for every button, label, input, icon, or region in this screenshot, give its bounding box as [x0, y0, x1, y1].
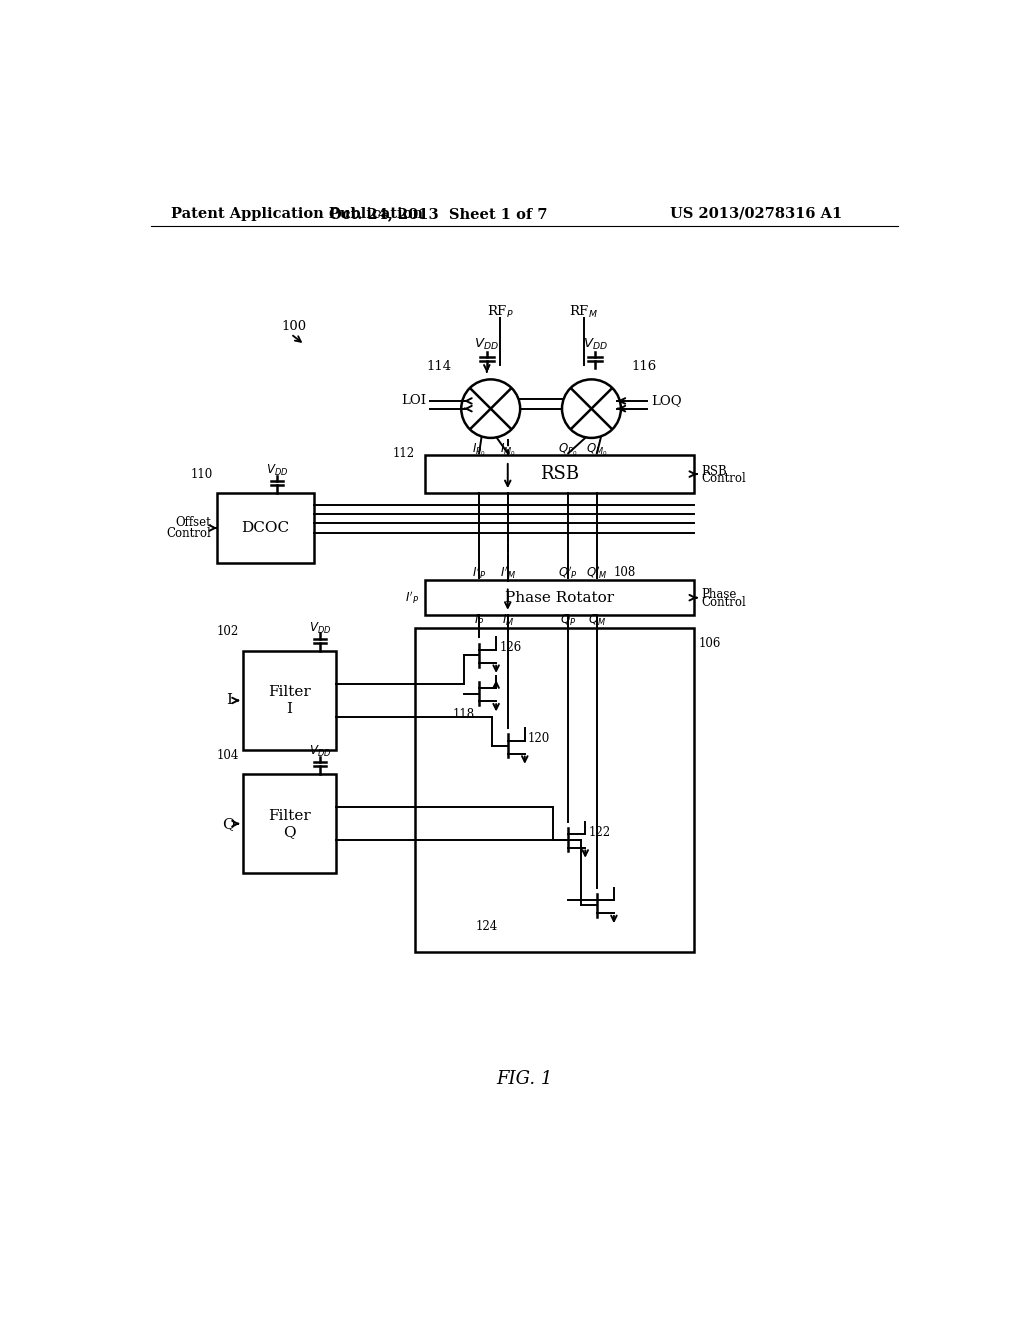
- Text: 114: 114: [427, 360, 452, 372]
- Text: Patent Application Publication: Patent Application Publication: [171, 207, 423, 220]
- Text: LOQ: LOQ: [651, 395, 682, 408]
- Bar: [425, 581, 693, 615]
- Text: FIG. 1: FIG. 1: [497, 1069, 553, 1088]
- Text: $Q'_P$: $Q'_P$: [558, 565, 579, 581]
- Text: $Q_{M_0}$: $Q_{M_0}$: [586, 441, 607, 458]
- Text: $I_{M_0}$: $I_{M_0}$: [500, 441, 516, 458]
- Text: Control: Control: [701, 473, 746, 486]
- Text: RF$_M$: RF$_M$: [569, 305, 598, 321]
- Text: 120: 120: [528, 731, 550, 744]
- Text: 116: 116: [632, 360, 657, 372]
- Text: $I_{P_0}$: $I_{P_0}$: [472, 441, 486, 458]
- Text: Offset: Offset: [175, 516, 211, 529]
- Text: Control: Control: [701, 595, 746, 609]
- Text: 118: 118: [453, 708, 475, 721]
- Text: 104: 104: [216, 748, 239, 762]
- Text: $I'_P$: $I'_P$: [472, 565, 486, 581]
- Text: RSB: RSB: [540, 465, 579, 483]
- Text: 124: 124: [475, 920, 498, 933]
- Text: RSB: RSB: [701, 465, 727, 478]
- Text: Filter
Q: Filter Q: [268, 809, 310, 838]
- Text: $Q_{P_0}$: $Q_{P_0}$: [558, 441, 578, 458]
- Text: Phase: Phase: [701, 589, 737, 601]
- Text: 126: 126: [500, 640, 521, 653]
- Bar: [425, 455, 693, 494]
- Text: 122: 122: [589, 825, 610, 838]
- Text: $I'_M$: $I'_M$: [500, 565, 516, 581]
- Text: $V_{DD}$: $V_{DD}$: [266, 463, 289, 478]
- Text: $I'_P$: $I'_P$: [404, 590, 419, 606]
- Text: $V_{DD}$: $V_{DD}$: [309, 743, 332, 759]
- Text: 102: 102: [216, 626, 239, 639]
- Text: $I_P$: $I_P$: [474, 612, 484, 628]
- Text: Phase Rotator: Phase Rotator: [505, 590, 613, 605]
- Text: LOI: LOI: [401, 395, 426, 408]
- Text: Q: Q: [222, 817, 236, 830]
- Bar: [243, 775, 336, 873]
- Bar: [243, 651, 336, 750]
- Text: $V_{DD}$: $V_{DD}$: [474, 337, 500, 352]
- Text: $Q_M$: $Q_M$: [588, 612, 606, 628]
- Text: DCOC: DCOC: [242, 521, 290, 535]
- Text: Oct. 24, 2013  Sheet 1 of 7: Oct. 24, 2013 Sheet 1 of 7: [329, 207, 547, 220]
- Text: $V_{DD}$: $V_{DD}$: [583, 337, 608, 352]
- Bar: [415, 628, 693, 952]
- Text: 108: 108: [614, 566, 636, 579]
- Text: Filter
I: Filter I: [268, 685, 310, 715]
- Text: $Q'_M$: $Q'_M$: [586, 565, 607, 581]
- Bar: [217, 494, 314, 562]
- Text: Control: Control: [166, 527, 211, 540]
- Text: US 2013/0278316 A1: US 2013/0278316 A1: [670, 207, 842, 220]
- Text: 110: 110: [191, 467, 213, 480]
- Text: $V_{DD}$: $V_{DD}$: [309, 620, 332, 636]
- Text: $Q_P$: $Q_P$: [560, 612, 577, 628]
- Text: 106: 106: [698, 638, 721, 649]
- Text: $I_M$: $I_M$: [502, 612, 514, 628]
- Text: 100: 100: [282, 319, 306, 333]
- Text: 112: 112: [392, 446, 415, 459]
- Text: RF$_P$: RF$_P$: [486, 305, 513, 321]
- Text: I: I: [225, 693, 231, 708]
